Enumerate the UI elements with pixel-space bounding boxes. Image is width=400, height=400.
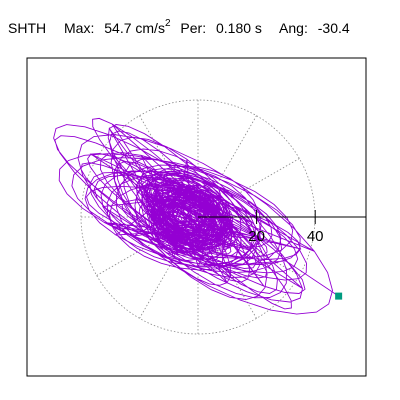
max-label: Max: — [64, 20, 95, 36]
max-value: 54.7 cm/s — [104, 20, 165, 36]
max-unit-exponent: 2 — [164, 18, 171, 29]
ring-label: 40 — [307, 228, 324, 245]
station-code: SHTH — [8, 20, 47, 36]
direction-axis — [198, 210, 366, 224]
motion-trace — [53, 117, 339, 315]
ring-label: 20 — [248, 228, 265, 245]
trace-path — [53, 117, 339, 315]
per-value: 0.180 s — [215, 20, 262, 36]
ring-labels: 20 40 — [248, 228, 323, 245]
ang-value: -30.4 — [317, 20, 350, 36]
end-marker — [335, 292, 343, 300]
end-marker-group — [335, 292, 343, 300]
per-label: Per: — [180, 20, 207, 36]
chart-header: SHTH Max: 54.7 cm/s2 Per: 0.180 s Ang: -… — [8, 18, 350, 36]
ang-label: Ang: — [279, 20, 308, 36]
